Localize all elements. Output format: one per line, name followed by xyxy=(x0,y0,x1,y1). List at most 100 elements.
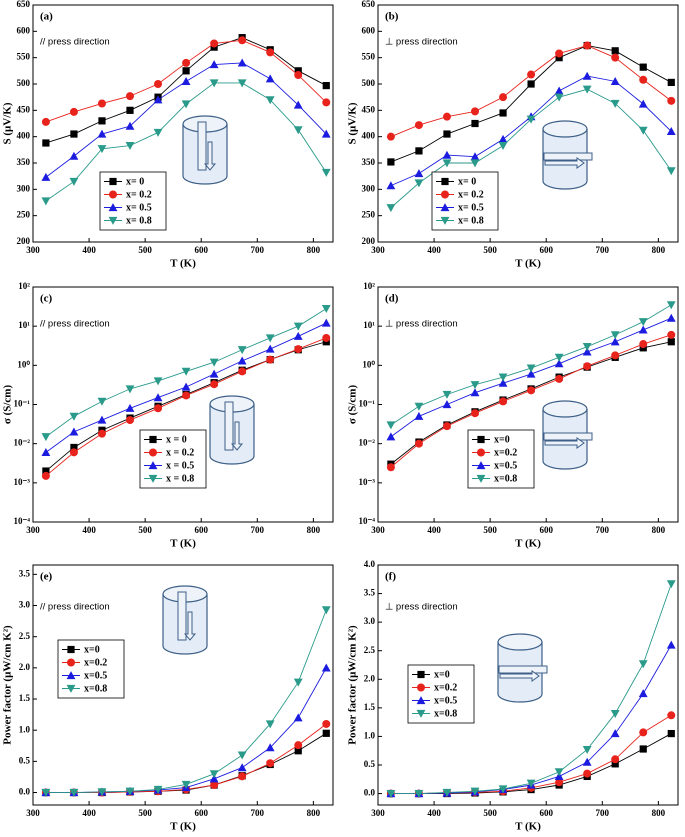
x-tick-label: 800 xyxy=(307,525,321,535)
y-tick-label: 10⁻² xyxy=(14,438,31,448)
marker xyxy=(582,745,592,754)
marker xyxy=(125,121,135,130)
x-tick-label: 400 xyxy=(82,525,96,535)
marker xyxy=(414,169,424,178)
marker xyxy=(416,709,426,718)
y-tick-label: 3.5 xyxy=(364,588,376,598)
marker xyxy=(109,190,117,199)
marker xyxy=(610,99,620,108)
marker xyxy=(322,729,330,737)
marker xyxy=(238,772,247,781)
marker xyxy=(293,126,303,135)
marker xyxy=(386,132,395,141)
arrow xyxy=(544,437,585,449)
marker xyxy=(125,385,135,394)
marker xyxy=(322,333,331,342)
marker xyxy=(610,729,620,738)
marker xyxy=(265,334,275,343)
legend-label: x= 0 xyxy=(126,176,144,187)
marker xyxy=(386,463,395,472)
sample-bar xyxy=(224,401,234,451)
marker xyxy=(265,743,275,752)
marker xyxy=(666,301,676,310)
marker xyxy=(154,80,163,88)
x-tick-label: 300 xyxy=(371,525,385,535)
y-tick-label: 10⁰ xyxy=(362,359,375,369)
marker xyxy=(639,745,647,753)
y-tick-label: 650 xyxy=(362,0,376,9)
y-tick-label: 200 xyxy=(17,236,31,246)
marker xyxy=(526,779,536,788)
y-tick-label: 400 xyxy=(17,131,31,141)
y-tick-label: 10¹ xyxy=(363,320,375,330)
x-tick-label: 400 xyxy=(82,808,96,818)
marker xyxy=(126,106,134,114)
marker xyxy=(470,159,480,168)
legend-label: x= 0.5 xyxy=(126,202,152,213)
marker xyxy=(386,204,396,213)
marker xyxy=(555,54,563,62)
marker xyxy=(41,197,51,206)
marker xyxy=(69,412,79,421)
x-axis-label: T (K) xyxy=(170,258,196,270)
marker xyxy=(582,347,592,356)
annotation: // press direction xyxy=(40,37,110,48)
marker xyxy=(441,190,449,199)
marker xyxy=(237,356,247,365)
marker xyxy=(611,755,620,764)
x-tick-label: 700 xyxy=(596,245,610,255)
y-tick-label: 2.5 xyxy=(364,645,376,655)
marker xyxy=(414,121,423,130)
legend-label: x=0.8 xyxy=(84,683,107,694)
sample-bar xyxy=(177,591,187,641)
marker xyxy=(442,112,451,121)
marker xyxy=(42,139,50,147)
marker xyxy=(554,768,564,777)
marker xyxy=(210,39,219,48)
y-tick-label: 10⁻⁴ xyxy=(14,516,31,526)
panel-label: (a) xyxy=(40,11,53,23)
marker xyxy=(554,359,564,368)
marker xyxy=(638,318,648,327)
sample-bar xyxy=(543,152,593,161)
marker xyxy=(70,130,78,138)
marker xyxy=(321,606,331,615)
y-tick-label: 3.5 xyxy=(19,568,31,578)
marker xyxy=(387,158,395,166)
legend-label: x=0.2 xyxy=(84,657,107,668)
arrow xyxy=(499,670,540,682)
marker xyxy=(294,71,303,80)
y-axis-label: Power factor (μW/cm K²) xyxy=(2,625,14,745)
marker xyxy=(610,331,620,340)
marker xyxy=(321,168,331,177)
y-tick-label: 550 xyxy=(362,52,376,62)
x-tick-label: 600 xyxy=(539,808,553,818)
x-tick-label: 700 xyxy=(251,525,265,535)
marker xyxy=(209,358,219,367)
marker xyxy=(442,422,451,431)
y-tick-label: 3.0 xyxy=(19,600,31,610)
marker xyxy=(440,216,450,225)
x-tick-label: 300 xyxy=(26,245,40,255)
panel-label: (c) xyxy=(40,293,53,305)
x-axis-label: T (K) xyxy=(515,538,541,550)
y-tick-label: 10⁰ xyxy=(17,359,30,369)
x-tick-label: 700 xyxy=(251,245,265,255)
legend-label: x= 0 xyxy=(458,176,476,187)
arrow xyxy=(183,611,197,641)
marker xyxy=(583,769,592,778)
marker xyxy=(97,129,107,138)
plot-frame xyxy=(377,564,679,806)
sample-bar xyxy=(197,121,207,171)
x-tick-label: 800 xyxy=(307,808,321,818)
annotation: // press direction xyxy=(40,319,110,330)
x-tick-label: 400 xyxy=(427,525,441,535)
marker xyxy=(237,79,247,88)
marker xyxy=(293,322,303,331)
marker xyxy=(471,409,480,418)
marker xyxy=(126,92,135,101)
marker xyxy=(97,397,107,406)
marker xyxy=(611,760,619,768)
y-tick-label: 0.0 xyxy=(19,787,31,797)
legend-label: x= 0.5 xyxy=(458,202,484,213)
